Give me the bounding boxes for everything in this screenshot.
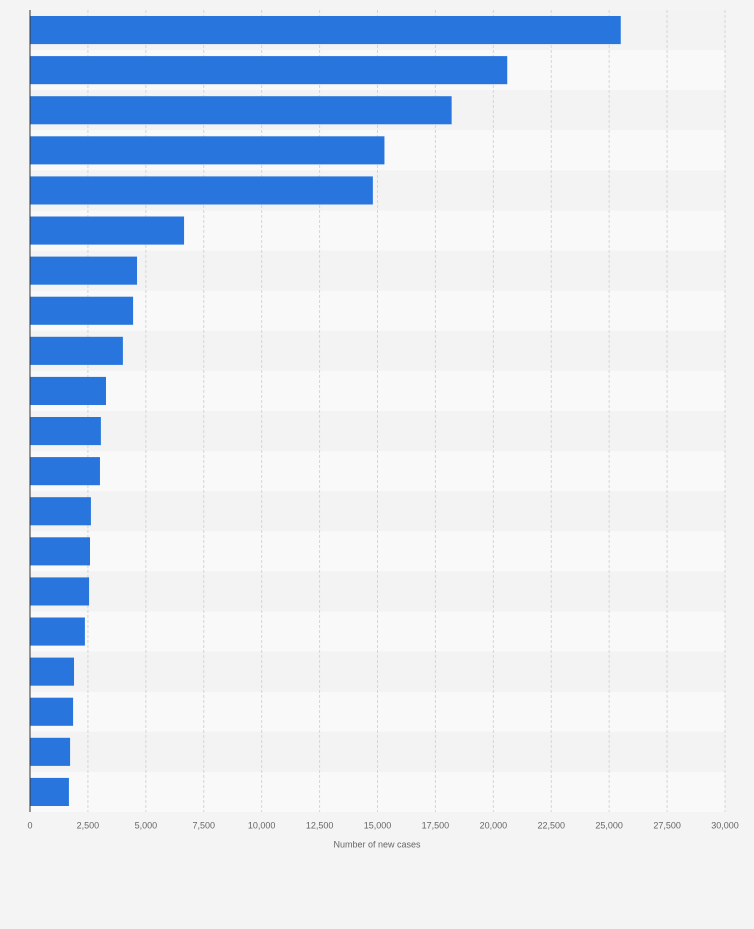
- x-tick-label: 15,000: [364, 820, 392, 830]
- bar: [30, 457, 100, 486]
- bar: [30, 296, 134, 325]
- x-tick-label: 22,500: [537, 820, 565, 830]
- bar: [30, 577, 90, 606]
- x-tick-label: 30,000: [711, 820, 739, 830]
- bar: [30, 216, 185, 245]
- x-tick-label: 0: [27, 820, 32, 830]
- bar: [30, 136, 385, 165]
- bar: [30, 417, 101, 446]
- x-tick-label: 5,000: [135, 820, 158, 830]
- x-tick-label: 2,500: [77, 820, 100, 830]
- x-tick-label: 12,500: [306, 820, 334, 830]
- bar: [30, 497, 91, 526]
- x-tick-label: 17,500: [422, 820, 450, 830]
- x-axis-label: Number of new cases: [333, 839, 421, 849]
- bar: [30, 336, 123, 365]
- x-tick-label: 27,500: [653, 820, 681, 830]
- bar: [30, 537, 91, 566]
- bar: [30, 697, 74, 726]
- bar: [30, 777, 69, 806]
- bar: [30, 737, 71, 766]
- x-tick-label: 25,000: [595, 820, 623, 830]
- x-tick-label: 20,000: [480, 820, 508, 830]
- bar: [30, 176, 373, 205]
- bar: [30, 56, 508, 85]
- bar: [30, 376, 106, 405]
- bar: [30, 96, 452, 125]
- bar: [30, 256, 138, 285]
- x-tick-label: 7,500: [192, 820, 215, 830]
- bar: [30, 657, 75, 686]
- bar: [30, 617, 85, 646]
- bar: [30, 16, 621, 45]
- x-tick-label: 10,000: [248, 820, 276, 830]
